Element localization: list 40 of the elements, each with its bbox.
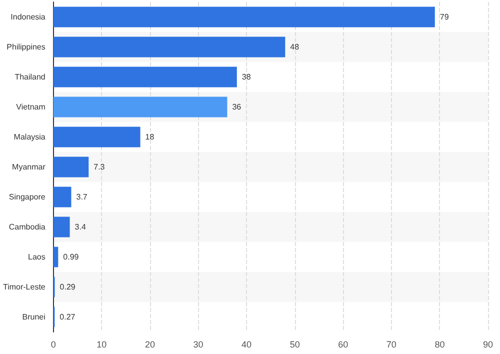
- bar: [53, 96, 228, 118]
- data-label: 48: [290, 42, 300, 52]
- y-tick-label: Indonesia: [10, 12, 46, 22]
- data-label: 79: [440, 12, 450, 22]
- bar: [53, 216, 70, 238]
- data-label: 0.99: [63, 252, 80, 262]
- bar: [53, 246, 58, 268]
- x-tick-label: 30: [193, 340, 204, 350]
- data-label: 3.7: [76, 192, 88, 202]
- bar: [53, 186, 72, 208]
- x-tick-label: 80: [434, 340, 445, 350]
- data-label: 18: [145, 132, 155, 142]
- x-tick-label: 90: [482, 340, 494, 350]
- data-label: 36: [232, 102, 242, 112]
- bar: [53, 66, 237, 88]
- y-tick-label: Brunei: [22, 312, 46, 322]
- bar: [53, 126, 140, 148]
- data-label: 38: [242, 72, 252, 82]
- y-tick-label: Laos: [28, 252, 46, 262]
- x-tick-label: 0: [50, 340, 56, 350]
- y-tick-label: Malaysia: [14, 132, 46, 142]
- y-tick-label: Vietnam: [16, 102, 46, 112]
- x-tick-label: 10: [96, 340, 107, 350]
- y-tick-label: Myanmar: [12, 162, 46, 172]
- data-label: 0.27: [60, 312, 76, 322]
- x-tick-label: 20: [144, 340, 155, 350]
- y-tick-label: Timor-Leste: [2, 282, 46, 292]
- y-tick-label: Thailand: [14, 72, 46, 82]
- bar: [53, 36, 286, 58]
- bar: [53, 156, 89, 178]
- data-label: 0.29: [60, 282, 76, 292]
- x-tick-label: 40: [242, 340, 252, 350]
- x-tick-label: 50: [290, 340, 300, 350]
- data-label: 3.4: [74, 222, 86, 232]
- y-tick-label: Philippines: [6, 42, 46, 52]
- data-label: 7.3: [94, 162, 106, 172]
- x-tick-label: 60: [338, 340, 348, 350]
- y-tick-label: Singapore: [8, 192, 46, 202]
- y-tick-label: Cambodia: [8, 222, 46, 232]
- x-tick-label: 70: [386, 340, 396, 350]
